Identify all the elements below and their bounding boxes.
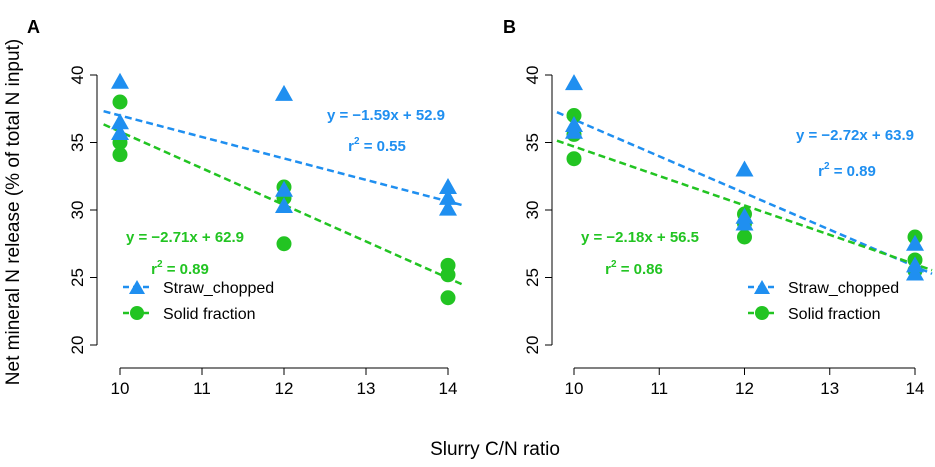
- solid-point: [276, 236, 292, 252]
- y-tick-label: 35: [68, 133, 87, 152]
- legend-solid-marker: [755, 306, 769, 320]
- y-tick-label: 20: [523, 336, 542, 355]
- legend-b: Straw_chopped Solid fraction: [748, 280, 899, 323]
- solid-point: [112, 147, 128, 163]
- y-tick-label: 25: [68, 268, 87, 287]
- x-tick-label: 12: [275, 379, 294, 398]
- r2-solid-b: r2 = 0.86: [605, 259, 663, 278]
- legend-a: Straw_chopped Solid fraction: [123, 280, 274, 323]
- straw-point: [735, 160, 754, 177]
- straw-point: [439, 178, 457, 195]
- equation-straw-b: y = −2.72x + 63.9: [796, 127, 914, 144]
- straw-fit-line: [103, 109, 465, 207]
- y-tick-label: 20: [68, 336, 87, 355]
- straw-point: [565, 74, 583, 91]
- x-tick-label: 13: [820, 379, 839, 398]
- straw-point: [111, 113, 129, 130]
- x-tick-label: 10: [111, 379, 130, 398]
- legend-straw-label: Straw_chopped: [788, 280, 899, 297]
- panel-a-label: A: [27, 17, 40, 37]
- panel-b: B 20 25 30 35 40 10 11 12 13 14 y = −2.72x + 63.9…: [503, 17, 933, 398]
- solid-point: [440, 290, 456, 306]
- y-tick-label: 30: [523, 201, 542, 220]
- straw-point: [439, 188, 457, 205]
- straw-point: [439, 199, 457, 216]
- panel-b-label: B: [503, 17, 516, 37]
- y-axis-label: Net mineral N release (% of total N inpu…: [3, 39, 24, 385]
- straw-point: [735, 214, 754, 231]
- straw-point: [906, 256, 924, 273]
- x-tick-label: 13: [357, 379, 376, 398]
- equation-straw-a: y = −1.59x + 52.9: [327, 107, 445, 124]
- straw-point: [275, 196, 293, 213]
- legend-solid-label: Solid fraction: [163, 306, 256, 323]
- legend-solid-label: Solid fraction: [788, 306, 881, 323]
- solid-point: [566, 108, 582, 123]
- r2-solid-a: r2 = 0.89: [151, 259, 209, 278]
- x-tick-label: 14: [439, 379, 458, 398]
- y-tick-label: 30: [68, 201, 87, 220]
- x-axis-label: Slurry C/N ratio: [430, 439, 560, 460]
- y-tick-label: 35: [523, 133, 542, 152]
- r2-straw-b: r2 = 0.89: [818, 161, 876, 180]
- solid-point: [440, 267, 456, 283]
- x-tick-label: 14: [906, 379, 925, 398]
- straw-point: [906, 234, 924, 251]
- straw-point: [906, 264, 924, 281]
- r2-straw-a: r2 = 0.55: [348, 136, 406, 155]
- legend-straw-marker: [754, 280, 770, 294]
- panel-a: A 20 25 30 35 40 10 11 12 13 14 y = −1.59x + 52.9…: [27, 17, 465, 398]
- legend-solid-marker: [130, 306, 144, 320]
- equation-solid-a: y = −2.71x + 62.9: [126, 229, 244, 246]
- straw-point: [275, 180, 293, 197]
- legend-straw-label: Straw_chopped: [163, 280, 274, 297]
- equation-solid-b: y = −2.18x + 56.5: [581, 229, 699, 246]
- x-tick-label: 12: [735, 379, 754, 398]
- legend-straw-marker: [129, 280, 145, 294]
- x-tick-label: 11: [650, 379, 668, 398]
- solid-point: [737, 229, 752, 245]
- straw-point: [111, 72, 129, 89]
- straw-fit-line: [556, 111, 933, 275]
- straw-point: [275, 84, 293, 101]
- y-tick-label: 40: [523, 66, 542, 85]
- x-tick-label: 11: [193, 379, 211, 398]
- y-tick-label: 25: [523, 268, 542, 287]
- solid-fit-line: [556, 139, 933, 272]
- straw-point: [565, 122, 583, 139]
- x-tick-label: 10: [565, 379, 584, 398]
- straw-point: [111, 124, 129, 141]
- y-tick-label: 40: [68, 66, 87, 85]
- solid-point: [112, 94, 128, 110]
- solid-point: [566, 151, 582, 167]
